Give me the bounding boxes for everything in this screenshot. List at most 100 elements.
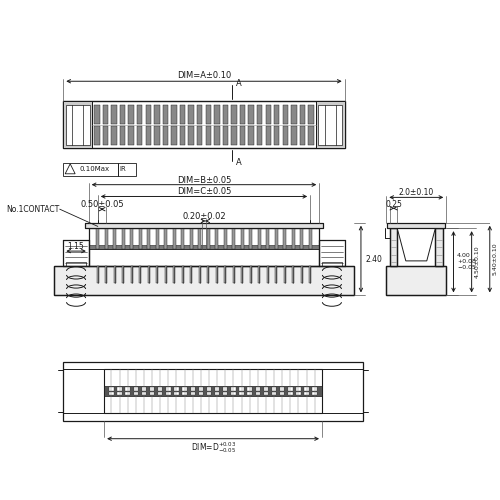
Bar xyxy=(112,126,116,144)
Bar xyxy=(308,105,314,124)
Bar xyxy=(118,163,136,175)
Bar xyxy=(148,266,150,282)
Bar xyxy=(282,126,288,144)
Bar xyxy=(288,387,292,390)
Bar xyxy=(198,228,202,249)
Bar xyxy=(174,392,178,396)
Bar xyxy=(280,392,284,396)
Bar xyxy=(292,105,296,124)
Bar xyxy=(130,266,133,282)
Bar xyxy=(150,392,154,396)
Bar xyxy=(188,105,194,124)
Bar xyxy=(142,392,146,396)
Bar xyxy=(182,266,184,282)
Bar xyxy=(274,228,278,249)
Text: DIM=B±0.05: DIM=B±0.05 xyxy=(177,176,231,184)
Bar xyxy=(137,105,142,124)
Bar xyxy=(103,126,108,144)
Bar xyxy=(66,105,90,145)
Bar xyxy=(158,392,162,396)
Bar xyxy=(147,228,150,249)
Bar xyxy=(172,228,176,249)
Bar xyxy=(256,392,260,396)
Bar xyxy=(266,126,271,144)
Bar xyxy=(64,362,363,420)
Bar xyxy=(64,101,344,148)
Text: 0.10Max: 0.10Max xyxy=(80,166,110,172)
Bar xyxy=(104,369,322,414)
Bar xyxy=(240,228,244,249)
Bar xyxy=(264,387,268,390)
Bar xyxy=(181,228,184,249)
Bar xyxy=(54,266,354,296)
Bar xyxy=(248,105,254,124)
Bar xyxy=(166,392,170,396)
Bar xyxy=(96,266,99,282)
Bar xyxy=(137,126,142,144)
Bar xyxy=(173,266,176,282)
Bar xyxy=(207,387,211,390)
Bar xyxy=(109,387,114,390)
Bar xyxy=(197,105,202,124)
Bar xyxy=(103,105,108,124)
Bar xyxy=(296,387,300,390)
Bar xyxy=(240,126,245,144)
Bar xyxy=(240,387,244,390)
Text: 4.00
+0.08
−0.05: 4.00 +0.08 −0.05 xyxy=(457,254,476,270)
Bar xyxy=(300,126,305,144)
Polygon shape xyxy=(397,228,436,261)
Bar xyxy=(172,105,176,124)
Bar xyxy=(89,244,319,249)
Bar xyxy=(85,223,323,228)
Bar xyxy=(128,126,134,144)
Bar xyxy=(386,266,446,296)
Bar xyxy=(258,266,260,282)
Bar xyxy=(296,392,300,396)
Bar xyxy=(197,126,202,144)
Bar xyxy=(316,101,344,148)
Text: 2.0±0.10: 2.0±0.10 xyxy=(398,188,434,198)
Bar xyxy=(118,392,122,396)
Bar xyxy=(318,105,342,145)
Bar xyxy=(190,392,195,396)
Bar xyxy=(232,228,235,249)
Bar xyxy=(264,392,268,396)
Bar xyxy=(300,266,303,282)
Bar xyxy=(104,386,322,396)
Bar xyxy=(282,105,288,124)
Bar xyxy=(156,266,158,282)
Bar xyxy=(280,387,284,390)
Bar xyxy=(388,223,446,228)
Bar xyxy=(300,105,305,124)
Bar xyxy=(104,228,108,249)
Bar xyxy=(216,266,218,282)
Text: 0.50±0.05: 0.50±0.05 xyxy=(80,200,124,209)
Bar xyxy=(146,126,151,144)
Bar xyxy=(322,262,342,266)
Bar xyxy=(172,126,176,144)
Bar xyxy=(190,266,192,282)
Bar xyxy=(214,105,220,124)
Bar xyxy=(222,126,228,144)
Text: 4.50±0.10: 4.50±0.10 xyxy=(474,246,480,278)
Bar xyxy=(215,387,220,390)
Bar xyxy=(198,392,203,396)
Bar xyxy=(232,105,236,124)
Bar xyxy=(126,392,130,396)
Bar xyxy=(134,392,138,396)
Text: DIM=D$^{+0.03}_{-0.05}$: DIM=D$^{+0.03}_{-0.05}$ xyxy=(190,440,236,455)
Text: IR: IR xyxy=(120,166,126,172)
Bar xyxy=(223,392,228,396)
Bar xyxy=(275,266,278,282)
Bar xyxy=(154,126,160,144)
Bar xyxy=(198,387,203,390)
Text: A: A xyxy=(236,158,242,168)
Bar xyxy=(248,392,252,396)
Bar xyxy=(118,387,122,390)
Bar xyxy=(224,266,226,282)
Bar xyxy=(240,392,244,396)
Bar xyxy=(164,228,168,249)
Bar xyxy=(266,266,269,282)
Bar xyxy=(89,228,319,266)
Text: DIM=C±0.05: DIM=C±0.05 xyxy=(177,188,231,196)
